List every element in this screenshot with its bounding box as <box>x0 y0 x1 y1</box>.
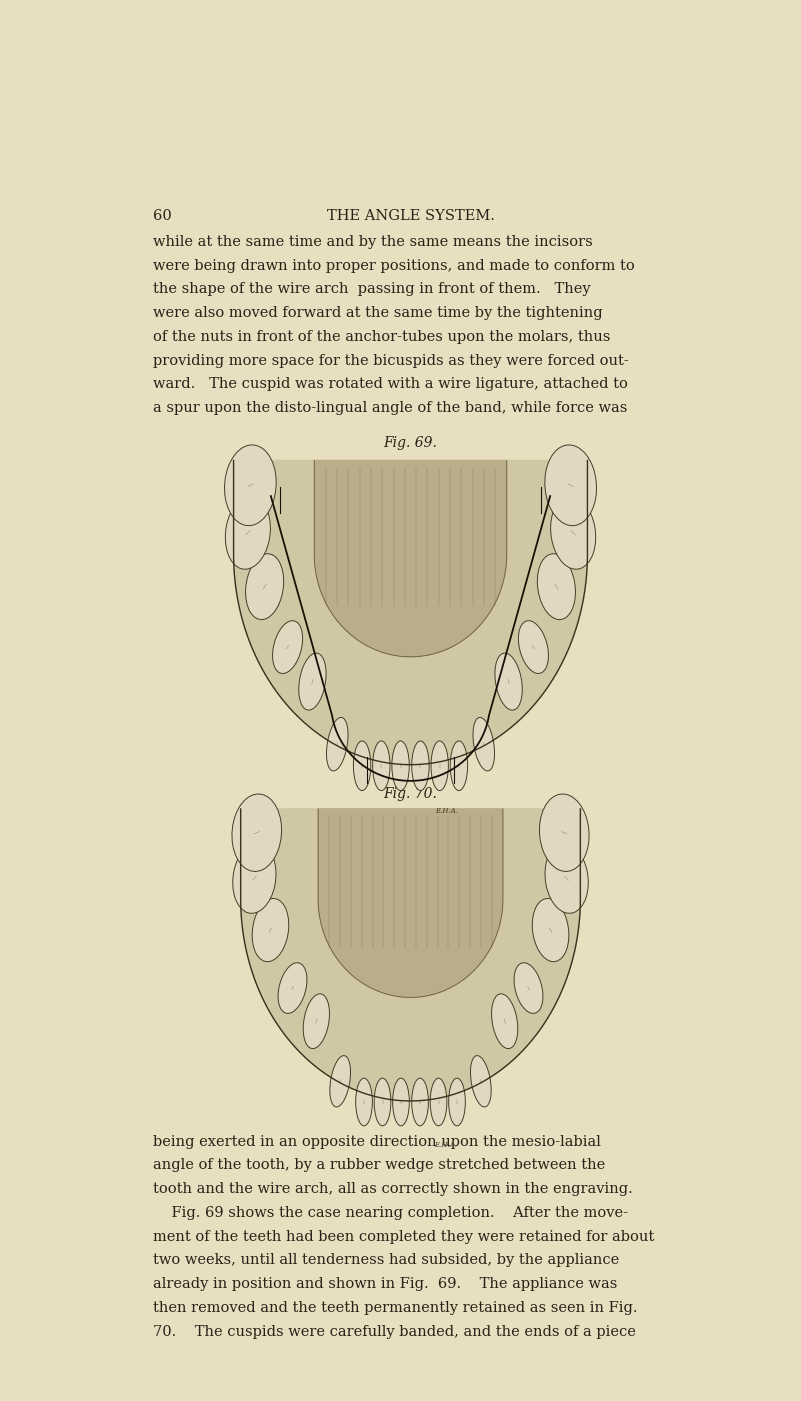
Text: Fig. 69.: Fig. 69. <box>384 436 437 450</box>
Ellipse shape <box>374 1079 391 1126</box>
Text: ment of the teeth had been completed they were retained for about: ment of the teeth had been completed the… <box>153 1230 654 1244</box>
Ellipse shape <box>412 1079 429 1126</box>
Ellipse shape <box>246 553 284 619</box>
Ellipse shape <box>356 1079 372 1126</box>
Ellipse shape <box>492 993 517 1048</box>
Text: of the nuts in front of the anchor-tubes upon the molars, thus: of the nuts in front of the anchor-tubes… <box>153 331 610 343</box>
Ellipse shape <box>537 553 575 619</box>
Ellipse shape <box>278 962 307 1013</box>
Ellipse shape <box>252 898 288 961</box>
Text: Fig. 69 shows the case nearing completion.    After the move-: Fig. 69 shows the case nearing completio… <box>153 1206 628 1220</box>
Text: tooth and the wire arch, all as correctly shown in the engraving.: tooth and the wire arch, all as correctl… <box>153 1182 633 1196</box>
Ellipse shape <box>495 653 522 710</box>
Polygon shape <box>318 808 503 998</box>
Ellipse shape <box>353 741 371 790</box>
Ellipse shape <box>514 962 543 1013</box>
Text: E.H.A.: E.H.A. <box>436 807 458 815</box>
Text: were being drawn into proper positions, and made to conform to: were being drawn into proper positions, … <box>153 259 634 273</box>
Text: while at the same time and by the same means the incisors: while at the same time and by the same m… <box>153 235 593 249</box>
Ellipse shape <box>372 741 390 790</box>
Text: ward.   The cuspid was rotated with a wire ligature, attached to: ward. The cuspid was rotated with a wire… <box>153 377 628 391</box>
Polygon shape <box>314 461 507 657</box>
Ellipse shape <box>304 993 329 1048</box>
Text: 60: 60 <box>153 209 171 223</box>
Ellipse shape <box>473 717 494 771</box>
Text: were also moved forward at the same time by the tightening: were also moved forward at the same time… <box>153 307 602 321</box>
Ellipse shape <box>224 446 276 525</box>
Text: 70.    The cuspids were carefully banded, and the ends of a piece: 70. The cuspids were carefully banded, a… <box>153 1324 636 1338</box>
Text: providing more space for the bicuspids as they were forced out-: providing more space for the bicuspids a… <box>153 353 629 367</box>
Ellipse shape <box>539 794 589 871</box>
Text: two weeks, until all tenderness had subsided, by the appliance: two weeks, until all tenderness had subs… <box>153 1254 619 1268</box>
Ellipse shape <box>299 653 326 710</box>
Text: already in position and shown in Fig.  69.    The appliance was: already in position and shown in Fig. 69… <box>153 1278 618 1292</box>
Ellipse shape <box>412 741 429 790</box>
Polygon shape <box>240 808 581 1101</box>
Ellipse shape <box>545 446 597 525</box>
Ellipse shape <box>450 741 468 790</box>
Ellipse shape <box>449 1079 465 1126</box>
Text: a spur upon the disto-lingual angle of the band, while force was: a spur upon the disto-lingual angle of t… <box>153 401 627 415</box>
Text: Fig. 70.: Fig. 70. <box>384 787 437 801</box>
Ellipse shape <box>225 496 271 569</box>
Ellipse shape <box>430 1079 447 1126</box>
Ellipse shape <box>330 1055 351 1107</box>
Text: THE ANGLE SYSTEM.: THE ANGLE SYSTEM. <box>327 209 494 223</box>
Ellipse shape <box>327 717 348 771</box>
Ellipse shape <box>545 843 588 913</box>
Ellipse shape <box>470 1055 491 1107</box>
Ellipse shape <box>431 741 449 790</box>
Ellipse shape <box>550 496 596 569</box>
Text: angle of the tooth, by a rubber wedge stretched between the: angle of the tooth, by a rubber wedge st… <box>153 1159 605 1173</box>
Text: the shape of the wire arch  passing in front of them.   They: the shape of the wire arch passing in fr… <box>153 283 590 297</box>
Ellipse shape <box>533 898 569 961</box>
Ellipse shape <box>232 794 282 871</box>
Ellipse shape <box>518 621 549 674</box>
Polygon shape <box>234 461 587 765</box>
Ellipse shape <box>392 1079 409 1126</box>
Text: then removed and the teeth permanently retained as seen in Fig.: then removed and the teeth permanently r… <box>153 1302 638 1314</box>
Text: E.H.A.: E.H.A. <box>434 1142 457 1149</box>
Ellipse shape <box>233 843 276 913</box>
Ellipse shape <box>392 741 409 790</box>
Text: being exerted in an opposite direction upon the mesio-labial: being exerted in an opposite direction u… <box>153 1135 601 1149</box>
Ellipse shape <box>272 621 303 674</box>
